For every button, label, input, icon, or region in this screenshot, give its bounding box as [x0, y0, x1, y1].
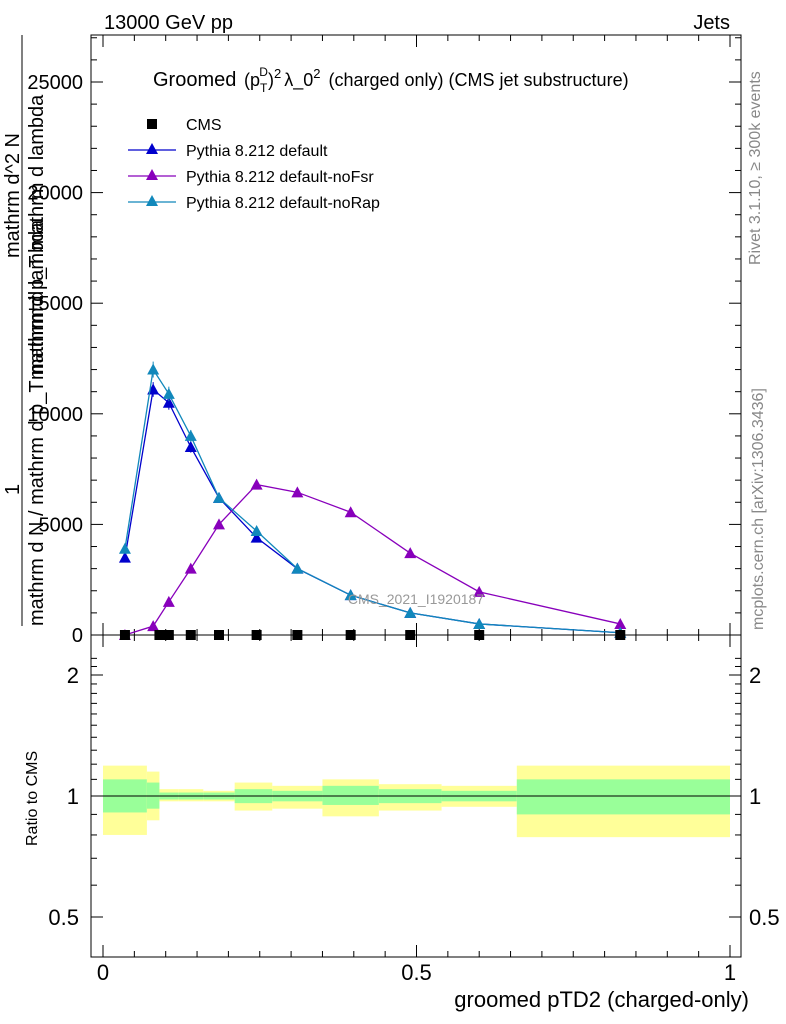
marker-noFsr — [291, 486, 304, 498]
svg-text:Groomed (pTD)2λ_02(cha: Groomed (pTD)2 λ_02 (charged only) (CMS je… — [153, 65, 629, 95]
ratio-ytick-label-right: 2 — [749, 663, 761, 688]
marker-default — [184, 440, 197, 452]
title-sub: T — [260, 81, 268, 95]
ratio-band-inner — [516, 779, 730, 815]
title-suffix: (charged only) (CMS jet substructure) — [328, 70, 628, 90]
ylabel-denominator: mathrm d N / mathrm d p_T mathrm d lambd… — [26, 219, 48, 626]
ratio-ytick-label: 0.5 — [48, 905, 79, 930]
legend-label-nofsr: Pythia 8.212 default-noFsr — [186, 169, 374, 186]
series-line-noFsr — [124, 483, 621, 636]
marker-noFsr — [473, 585, 486, 597]
main-ytick-label: 0 — [72, 625, 83, 647]
ratio-band-inner — [322, 785, 379, 805]
marker-noRap — [291, 562, 304, 574]
header-right: Jets — [693, 12, 730, 34]
rivet-label: Rivet 3.1.10, ≥ 300k events — [747, 71, 764, 265]
title-sup: D — [259, 65, 268, 79]
title-p: p — [250, 70, 260, 90]
legend-label-default: Pythia 8.212 default — [186, 143, 328, 160]
main-ytick-label: 15000 — [27, 293, 83, 315]
analysis-watermark: CMS_2021_I1920187 — [348, 591, 484, 607]
marker-noRap — [404, 606, 417, 618]
marker-noFsr — [184, 562, 197, 574]
marker-noRap — [473, 617, 486, 629]
marker-noFsr — [212, 518, 225, 530]
ylabel-one: 1 — [2, 484, 24, 495]
marker-noFsr — [404, 547, 417, 559]
ratio-xtick-label: 0.5 — [401, 960, 432, 985]
marker-default — [250, 531, 263, 543]
legend-label-cms: CMS — [186, 117, 222, 134]
ylabel-second-denom: mathrm d p_T mathrm d lambda — [26, 94, 48, 380]
marker-noRap — [250, 525, 263, 537]
ratio-bands — [103, 765, 730, 838]
ratio-ytick-label: 1 — [67, 784, 79, 809]
legend-marker-default — [146, 143, 158, 154]
mcplots-label: mcplots.cern.ch [arXiv:1306.3436] — [750, 388, 767, 630]
marker-noRap — [118, 542, 131, 554]
ratio-ylabel: Ratio to CMS — [24, 751, 41, 846]
title-lambda: λ_0 — [284, 70, 313, 91]
ratio-xtick-label: 0 — [97, 960, 109, 985]
marker-noFsr — [614, 617, 627, 629]
legend-marker-nofsr — [146, 169, 158, 180]
marker-noRap — [162, 387, 175, 399]
header-left: 13000 GeV pp — [104, 12, 233, 34]
main-panel: 0 5000 10000 15000 20000 25000 CMS_2021_I1920… — [2, 34, 742, 647]
ratio-xtick-label: 1 — [724, 960, 736, 985]
title-lambda-exp: 2 — [313, 66, 320, 81]
main-ytick-label: 20000 — [27, 183, 83, 205]
ratio-ytick-label: 2 — [67, 663, 79, 688]
ratio-ytick-label-right: 0.5 — [749, 905, 780, 930]
title-prefix: Groomed — [153, 69, 236, 91]
title-paren-close: ) — [268, 70, 274, 90]
ylabel-numerator: mathrm d^2 N — [2, 133, 24, 258]
x-axis-label: groomed pTD2 (charged-only) — [454, 987, 749, 1012]
legend: CMS Pythia 8.212 default Pythia 8.212 de… — [128, 117, 380, 212]
legend-label-norap: Pythia 8.212 default-noRap — [186, 195, 380, 212]
marker-noRap — [147, 363, 160, 375]
title-exp: 2 — [274, 66, 281, 81]
marker-noFsr — [250, 478, 263, 490]
legend-marker-norap — [146, 195, 158, 206]
marker-noFsr — [344, 506, 357, 518]
marker-default — [118, 551, 131, 563]
marker-noFsr — [147, 620, 160, 632]
main-ytick-label: 25000 — [27, 72, 83, 94]
ratio-panel: 0.5 0.51 12 2 0 0.5 1 Ratio to CMS groomed pT… — [24, 634, 780, 1012]
main-ytick-label: 5000 — [39, 514, 84, 536]
main-ylabel: 1 mathrm d N / mathrm d p_T mathrm d lam… — [2, 35, 48, 626]
ratio-x-axis: 0 0.5 1 — [97, 635, 736, 985]
main-y-axis: 0 5000 10000 15000 20000 25000 — [27, 37, 741, 647]
plot-title: Groomed (pTD)2 λ_02 (charged only) (CMS je… — [153, 65, 629, 95]
ratio-y-axis: 0.5 0.5 1 1 2 2 — [48, 657, 780, 930]
marker-default — [162, 396, 175, 408]
marker-noRap — [184, 429, 197, 441]
legend-marker-cms — [147, 119, 157, 129]
marker-noFsr — [162, 595, 175, 607]
marker-noRap — [344, 589, 357, 601]
marker-noRap — [212, 491, 225, 503]
ratio-ytick-label-right: 1 — [749, 784, 761, 809]
title-paren-open: ( — [244, 70, 250, 90]
main-ytick-label: 10000 — [27, 404, 83, 426]
